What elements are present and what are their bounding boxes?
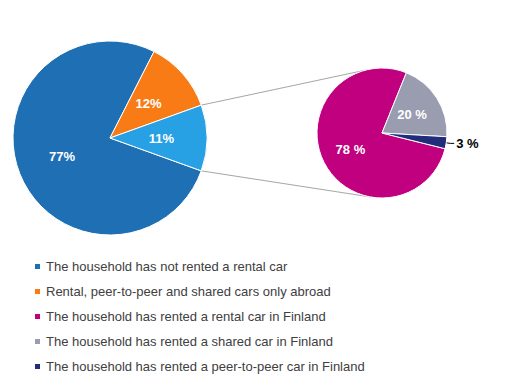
svg-text:12%: 12% [136, 96, 162, 111]
svg-text:The household has rented a pee: The household has rented a peer-to-peer … [46, 359, 365, 374]
svg-text:Rental, peer-to-peer and share: Rental, peer-to-peer and shared cars onl… [46, 284, 331, 299]
svg-text:11%: 11% [149, 131, 175, 146]
svg-text:The household has rented a sha: The household has rented a shared car in… [46, 334, 333, 349]
svg-text:The household has not rented a: The household has not rented a rental ca… [46, 259, 288, 274]
svg-text:20 %: 20 % [397, 107, 427, 122]
svg-text:The household has rented a ren: The household has rented a rental car in… [46, 309, 326, 324]
svg-text:78 %: 78 % [336, 142, 366, 157]
svg-text:77%: 77% [49, 149, 75, 164]
svg-text:3 %: 3 % [456, 136, 479, 151]
